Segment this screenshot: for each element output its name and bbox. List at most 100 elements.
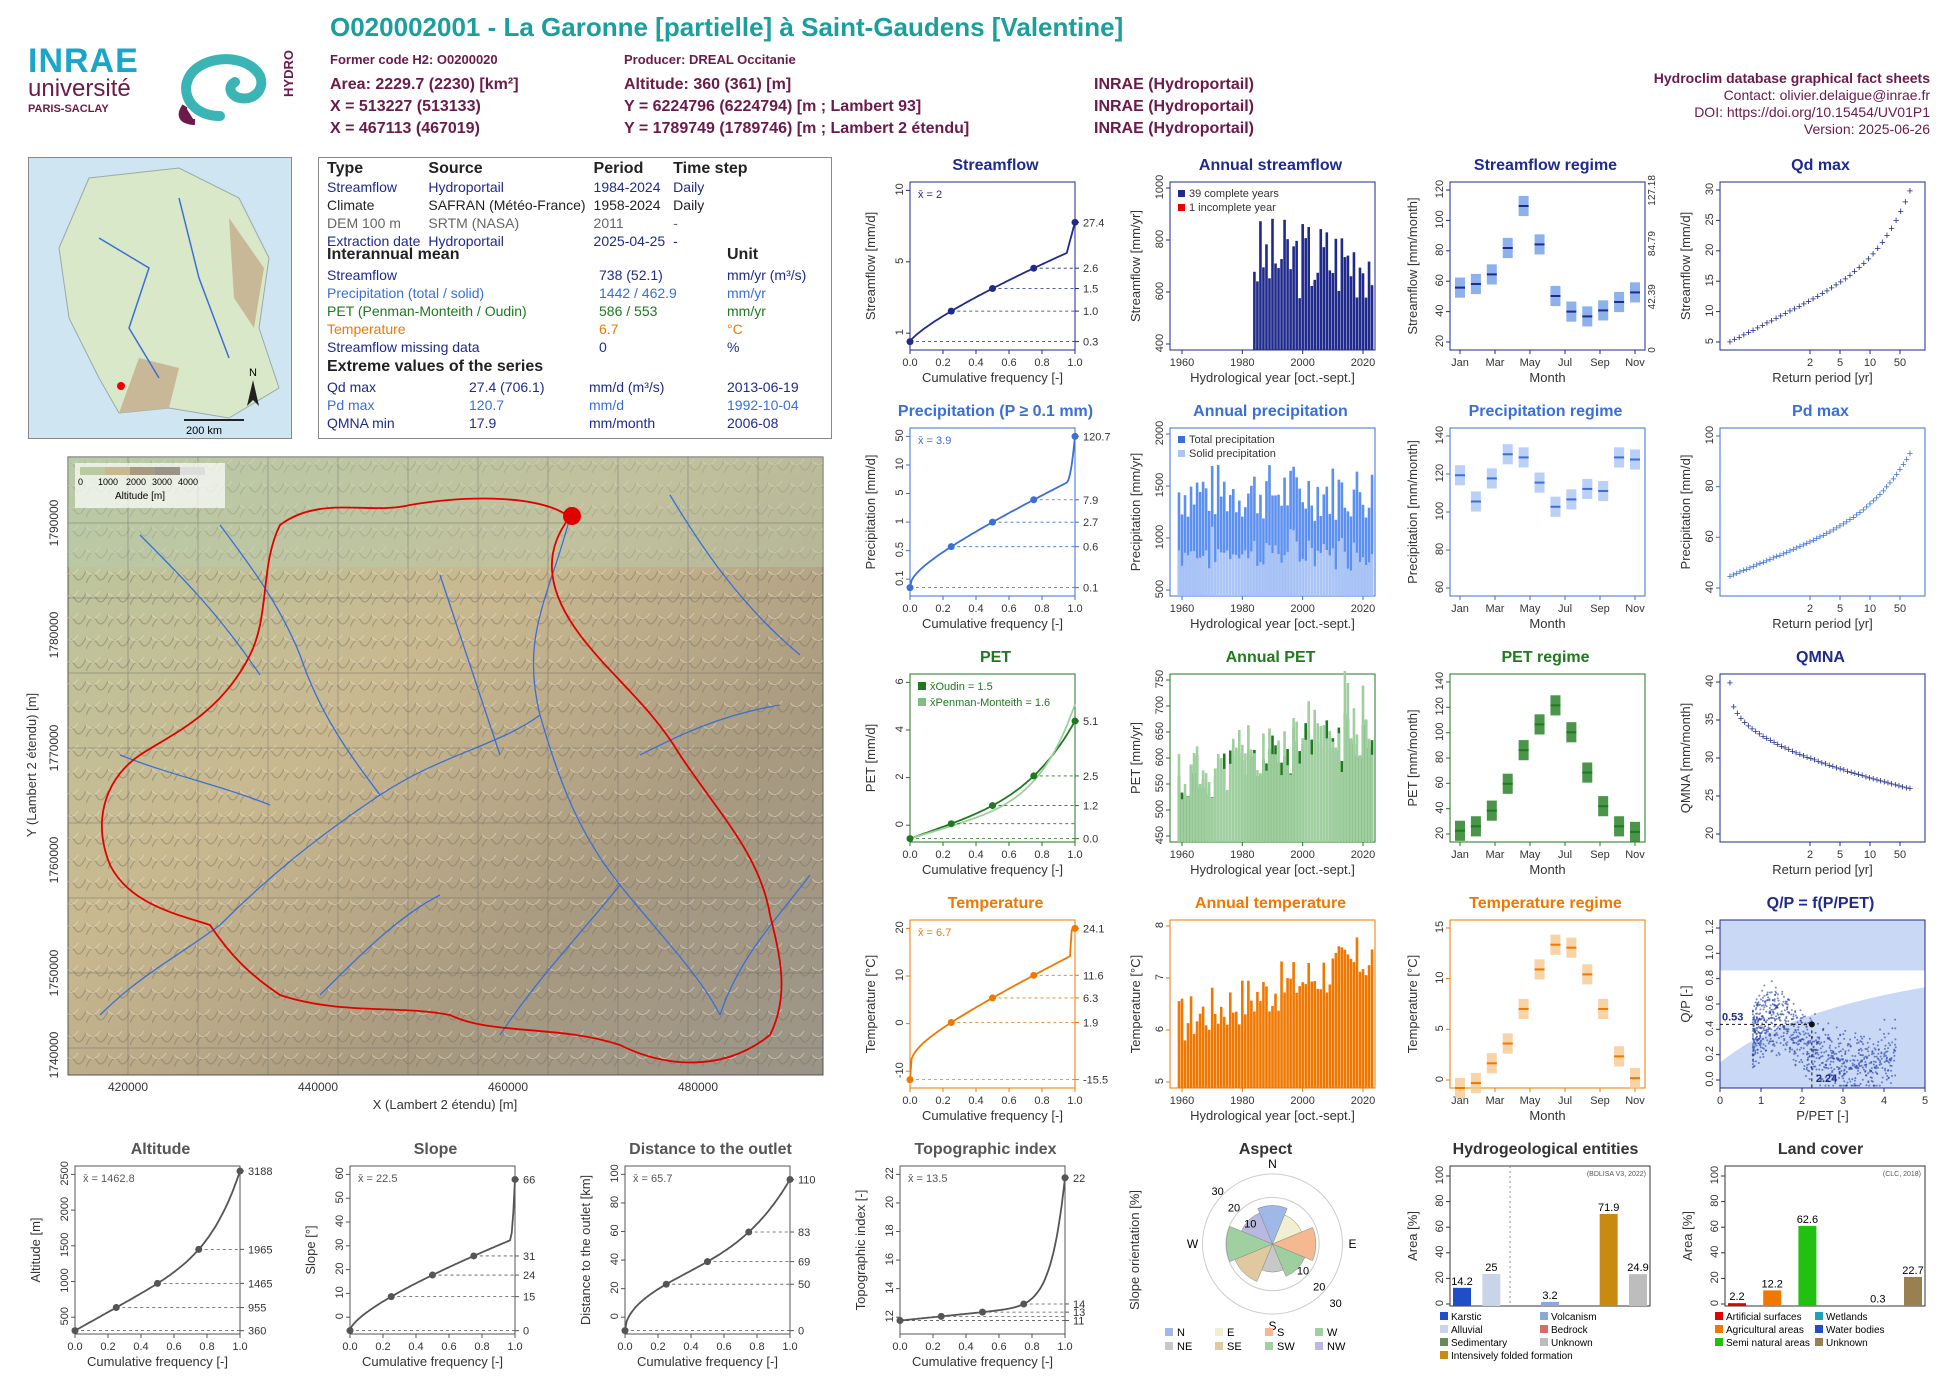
plus-marker: + — [1797, 749, 1803, 761]
info-row-climate: Climate SAFRAN (Météo-France) 1958-2024 Dai… — [323, 196, 752, 214]
y-tick: 1790000 — [47, 499, 61, 546]
qp-point — [1818, 1037, 1821, 1040]
qp-point — [1877, 1048, 1880, 1051]
plus-marker: + — [1830, 761, 1836, 773]
qp-point — [1845, 1084, 1848, 1087]
x-tick-label: Nov — [1625, 849, 1645, 861]
y-tick: 1780000 — [47, 611, 61, 658]
france-map: 200 km N — [28, 157, 292, 439]
logo-hydro: HYDRO — [165, 46, 296, 126]
right-tick-label: 69 — [798, 1257, 810, 1269]
plus-marker: + — [1771, 737, 1777, 749]
y-tick-label: 80 — [1434, 244, 1446, 256]
altitude-legend: 0 1000 2000 3000 4000 Altitude [m] — [75, 463, 225, 508]
qp-point — [1869, 1076, 1872, 1079]
qp-point — [1832, 1084, 1835, 1087]
year-bar-2 — [1361, 557, 1365, 596]
qp-point — [1854, 1084, 1857, 1087]
qp-point — [1766, 1019, 1769, 1022]
qp-point — [1808, 1077, 1811, 1080]
y-tick-label: 500 — [1154, 800, 1166, 818]
year-bar — [1238, 500, 1241, 596]
qp-point — [1867, 1081, 1870, 1084]
y-tick-label: 40 — [1704, 675, 1716, 687]
x-tick-label: May — [1520, 357, 1541, 369]
logo-inrae: INRAE université PARIS-SACLAY — [28, 42, 148, 122]
qp-point — [1770, 991, 1773, 994]
plus-marker: + — [1764, 733, 1770, 745]
mean-label: x̄ = 65.7 — [633, 1173, 672, 1185]
y-tick-label: 0 — [894, 1020, 906, 1026]
year-bar-2 — [1304, 739, 1307, 842]
legend-label: Intensively folded formation — [1451, 1351, 1573, 1362]
x-axis-label: Cumulative frequency [-] — [922, 862, 1063, 877]
year-bar — [1298, 298, 1301, 350]
legend-label: Water bodies — [1826, 1325, 1885, 1336]
year-bar-2 — [1358, 562, 1362, 596]
qp-point — [1831, 1056, 1834, 1059]
y-axis-label: Precipitation [mm/d] — [1678, 455, 1693, 570]
qp-point — [1767, 1026, 1770, 1029]
qp-point — [1782, 995, 1785, 998]
qp-point — [1878, 1063, 1881, 1066]
qp-point — [1791, 1038, 1794, 1041]
qp-point — [1770, 980, 1773, 983]
x-axis-label: Cumulative frequency [-] — [922, 616, 1063, 631]
qp-point — [1754, 1049, 1757, 1052]
y-tick-label: 1.2 — [1704, 919, 1716, 934]
legend-label: x̄Penman-Monteith = 1.6 — [930, 697, 1050, 709]
qp-point — [1844, 1029, 1847, 1032]
catchment-map-svg: 0 1000 2000 3000 4000 Altitude [m] 42000… — [24, 456, 824, 1112]
extremes-list: Qd max 27.4 (706.1) mm/d (m³/s) 2013-06-19 … — [327, 378, 827, 432]
mean-label: x̄ = 6.7 — [918, 927, 951, 939]
qp-point — [1816, 1074, 1819, 1077]
qp-point — [1805, 1066, 1808, 1069]
qp-point — [1752, 1034, 1755, 1037]
year-bar — [1301, 982, 1304, 1088]
plus-marker: + — [1754, 322, 1760, 334]
year-bar — [1192, 1033, 1196, 1088]
qp-point — [1768, 1040, 1771, 1043]
map-y-label: Y (Lambert 2 étendu) [m] — [24, 693, 39, 837]
y-tick-label: 40 — [609, 1253, 621, 1265]
qp-point — [1761, 996, 1764, 999]
x-axis-label: Month — [1529, 616, 1565, 631]
qp-point — [1760, 1015, 1763, 1018]
qp-point — [1754, 1029, 1757, 1032]
plus-marker: + — [1897, 464, 1903, 476]
plus-marker: + — [1727, 677, 1733, 689]
legend-swatch — [1165, 1342, 1173, 1350]
plus-marker: + — [1887, 478, 1893, 490]
duration-curve — [349, 1179, 516, 1331]
plus-marker: + — [1770, 553, 1776, 565]
y-tick-label: 0.5 — [894, 542, 906, 557]
y-tick-label: 700 — [1154, 696, 1166, 714]
qp-point — [1876, 1066, 1879, 1069]
qp-point — [1843, 1037, 1846, 1040]
plus-marker: + — [1844, 766, 1850, 778]
qp-point — [1796, 1035, 1799, 1038]
qp-point — [1773, 1044, 1776, 1047]
y-tick-label: 400 — [1154, 334, 1166, 352]
x-axis-label: Hydrological year [oct.-sept.] — [1190, 1108, 1355, 1123]
meta-title: Hydroclim database graphical fact sheets — [1653, 70, 1930, 86]
legend-label: Agricultural areas — [1726, 1325, 1804, 1336]
chart-title: Precipitation (P ≥ 0.1 mm) — [898, 403, 1093, 420]
qp-point — [1759, 1008, 1762, 1011]
year-bar — [1370, 474, 1374, 596]
bar-value-label: 12.2 — [1761, 1278, 1782, 1290]
qp-point — [1867, 1050, 1870, 1053]
plus-marker: + — [1813, 533, 1819, 545]
qp-point — [1752, 1016, 1755, 1019]
qp-point — [1880, 1057, 1883, 1060]
y-axis-label: Temperature [°C] — [1128, 955, 1143, 1053]
year-bar — [1289, 269, 1292, 350]
qp-point — [1879, 1059, 1882, 1062]
plot-frame — [1449, 919, 1646, 1089]
qp-point — [1856, 1042, 1859, 1045]
plus-marker: + — [1731, 334, 1737, 346]
y-axis-label: Slope orientation [%] — [1127, 1190, 1142, 1310]
qp-point — [1802, 1038, 1805, 1041]
